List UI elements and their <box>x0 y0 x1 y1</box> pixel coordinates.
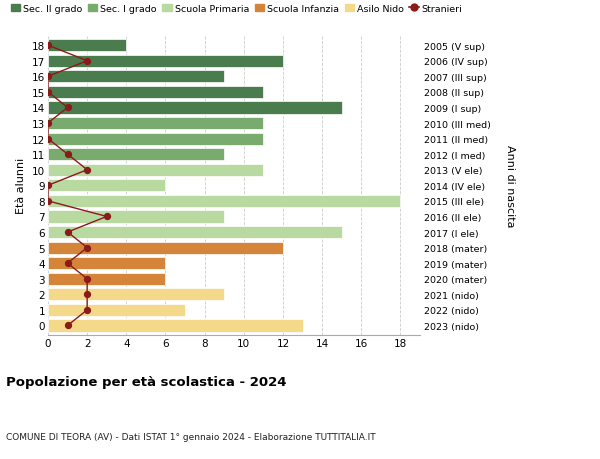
Bar <box>48 149 224 161</box>
Bar <box>48 118 263 130</box>
Point <box>43 182 53 190</box>
Bar <box>48 133 263 146</box>
Bar <box>48 319 302 332</box>
Bar <box>48 242 283 254</box>
Point <box>82 307 92 314</box>
Point <box>43 120 53 128</box>
Bar <box>48 180 166 192</box>
Bar <box>48 87 263 99</box>
Point <box>43 89 53 96</box>
Point <box>63 229 73 236</box>
Bar <box>48 257 166 269</box>
Point <box>82 275 92 283</box>
Y-axis label: Anni di nascita: Anni di nascita <box>505 145 515 227</box>
Bar <box>48 56 283 67</box>
Point <box>82 291 92 298</box>
Bar <box>48 164 263 176</box>
Bar <box>48 211 224 223</box>
Point <box>102 213 112 221</box>
Point <box>63 151 73 158</box>
Point <box>43 42 53 50</box>
Point <box>82 167 92 174</box>
Point <box>82 58 92 65</box>
Bar <box>48 273 166 285</box>
Bar <box>48 289 224 301</box>
Point <box>63 260 73 267</box>
Point <box>43 198 53 205</box>
Bar <box>48 40 127 52</box>
Text: Popolazione per età scolastica - 2024: Popolazione per età scolastica - 2024 <box>6 375 287 388</box>
Legend: Sec. II grado, Sec. I grado, Scuola Primaria, Scuola Infanzia, Asilo Nido, Stran: Sec. II grado, Sec. I grado, Scuola Prim… <box>11 5 463 14</box>
Point <box>43 73 53 81</box>
Bar <box>48 226 341 239</box>
Text: COMUNE DI TEORA (AV) - Dati ISTAT 1° gennaio 2024 - Elaborazione TUTTITALIA.IT: COMUNE DI TEORA (AV) - Dati ISTAT 1° gen… <box>6 431 376 441</box>
Point <box>43 135 53 143</box>
Point <box>63 105 73 112</box>
Y-axis label: Età alunni: Età alunni <box>16 158 26 214</box>
Bar <box>48 196 400 207</box>
Point <box>63 322 73 330</box>
Bar <box>48 304 185 316</box>
Bar <box>48 71 224 83</box>
Bar <box>48 102 341 114</box>
Point <box>82 244 92 252</box>
